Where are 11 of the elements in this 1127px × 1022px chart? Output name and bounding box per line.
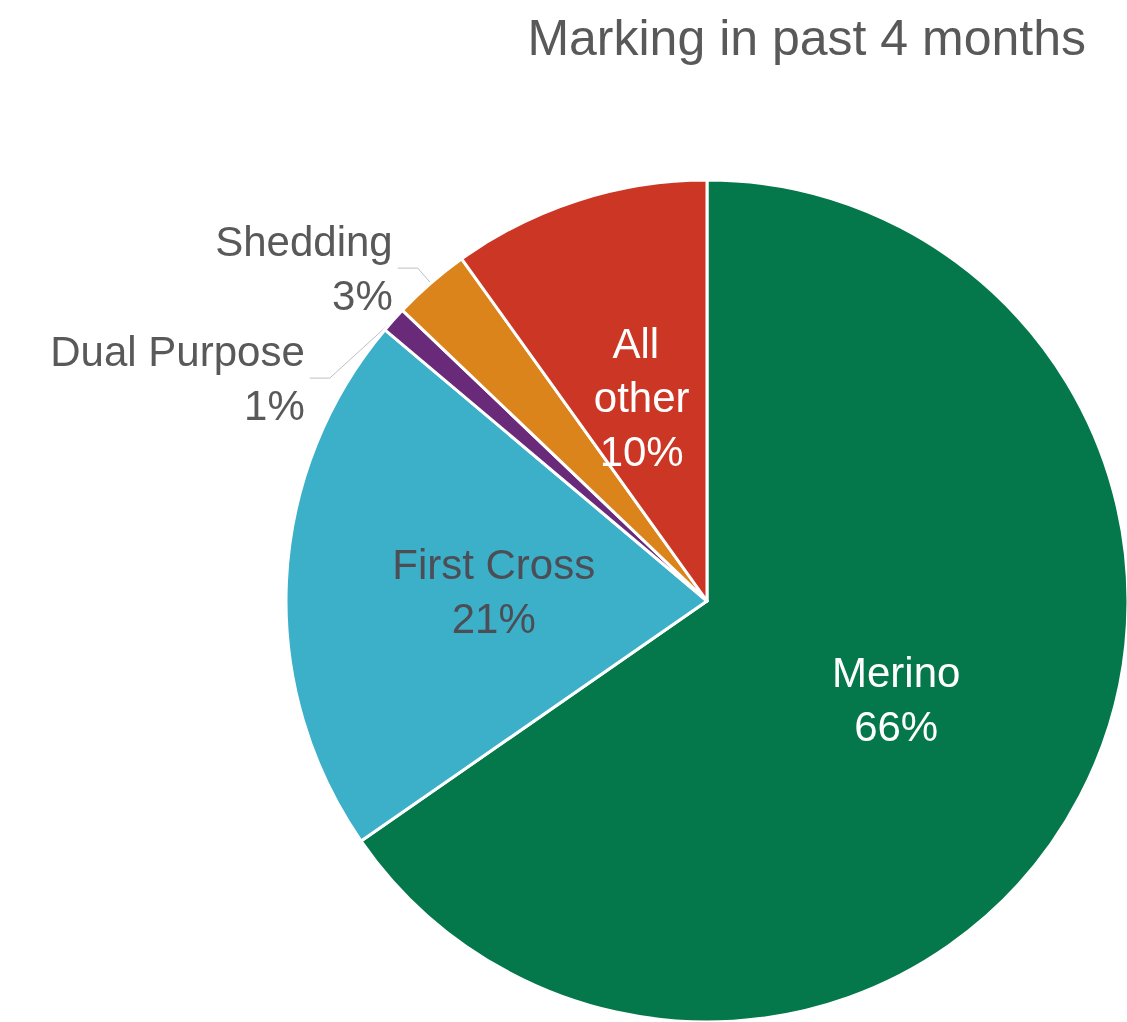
data-label: 3% — [332, 271, 393, 319]
slice-label: Shedding — [215, 217, 393, 265]
data-label: 66% — [854, 703, 939, 751]
slice-label: First Cross — [392, 540, 596, 588]
slice-label: Dual Purpose — [50, 327, 305, 375]
data-label: 10% — [599, 428, 684, 476]
data-label: 21% — [451, 594, 536, 642]
data-label: 1% — [244, 381, 305, 429]
slice-label: All other — [593, 320, 690, 422]
slice-label: Merino — [831, 649, 961, 697]
chart-title: Marking in past 4 months — [527, 10, 1086, 66]
